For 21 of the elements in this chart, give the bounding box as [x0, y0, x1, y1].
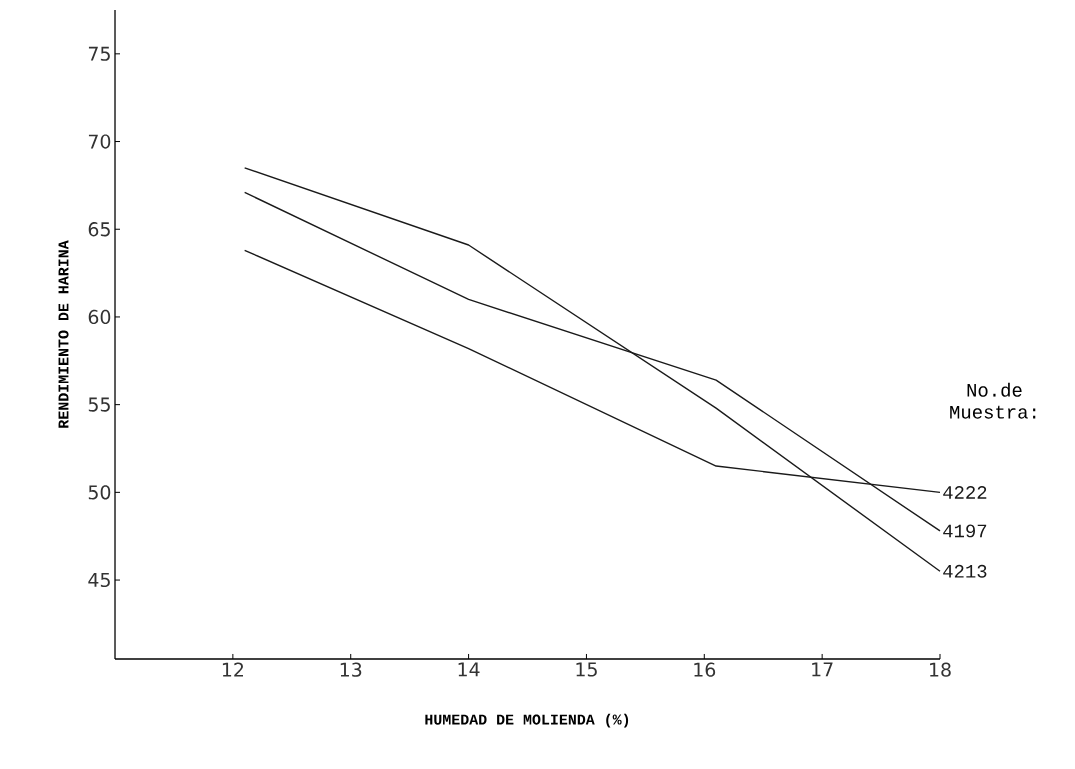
x-tick-label: 17	[812, 662, 833, 677]
y-axis-title: RENDIMIENTO DE HARINA	[58, 240, 69, 428]
y-tick-label: 70	[88, 134, 111, 149]
x-tick-label: 14	[458, 662, 480, 677]
series-label: 4213	[943, 564, 987, 578]
line-series	[243, 167, 941, 572]
x-tick-label: 16	[694, 662, 716, 677]
y-tick-label: 75	[88, 46, 110, 61]
y-tick-label: 45	[88, 573, 110, 588]
y-tick-label: 65	[88, 222, 110, 237]
legend-title: No.de Muestra:	[950, 382, 1036, 419]
x-tick-label: 18	[930, 662, 951, 677]
y-tick-label: 55	[88, 397, 110, 412]
x-axis-title: HUMEDAD DE MOLIENDA (%)	[425, 713, 629, 728]
y-tick-label: 50	[88, 485, 111, 500]
series-label: 4197	[943, 524, 987, 538]
x-tick-label: 13	[340, 662, 362, 677]
x-tick-label: 12	[222, 662, 243, 677]
y-tick-label: 60	[88, 309, 111, 325]
x-tick-label: 15	[576, 662, 597, 677]
series-label: 4222	[943, 486, 987, 499]
